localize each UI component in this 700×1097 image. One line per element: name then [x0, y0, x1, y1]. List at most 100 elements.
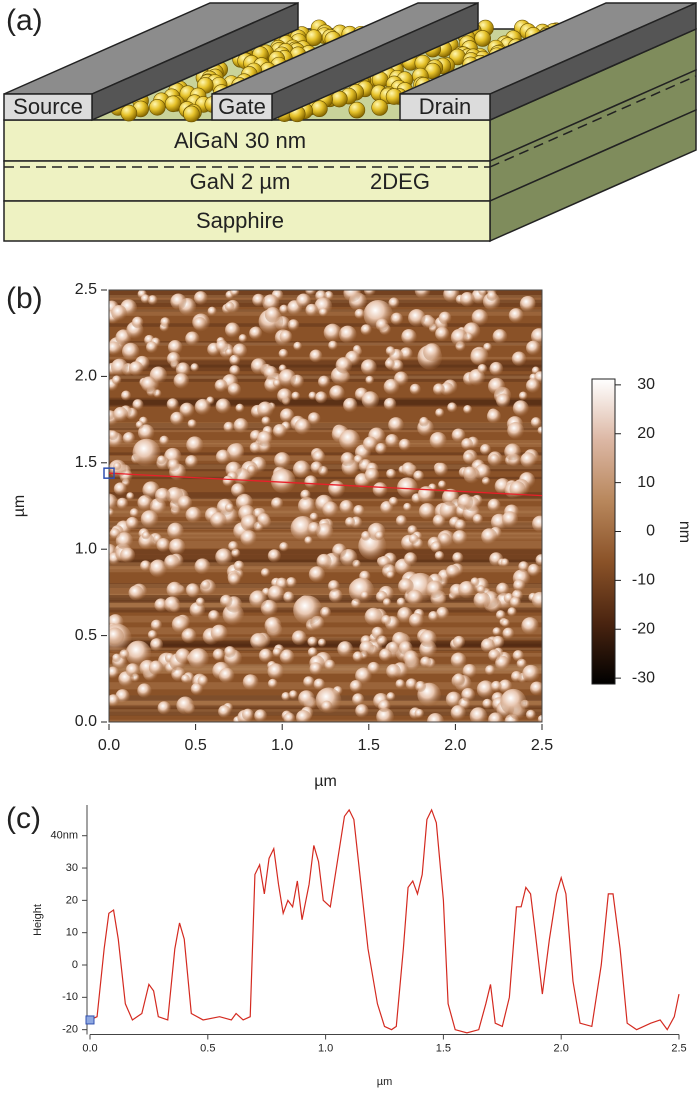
grain	[355, 667, 372, 685]
grain	[296, 293, 311, 309]
2deg-line	[489, 75, 697, 168]
grain	[122, 432, 135, 445]
grain	[314, 297, 333, 316]
grain	[436, 606, 450, 620]
grain	[522, 664, 540, 683]
grain	[500, 688, 527, 716]
grain	[427, 713, 444, 722]
grain	[250, 358, 267, 375]
grain	[409, 383, 421, 395]
nanoparticle	[311, 100, 328, 118]
grain	[224, 646, 236, 658]
grain	[429, 431, 447, 449]
grain	[194, 398, 211, 415]
grain	[132, 438, 161, 467]
grain	[317, 638, 327, 647]
grain	[112, 653, 121, 663]
terrace	[109, 603, 542, 610]
grain	[452, 552, 464, 564]
grain	[371, 626, 384, 639]
terrace	[109, 602, 542, 608]
grain	[150, 619, 163, 631]
grain	[135, 420, 144, 429]
grain	[154, 598, 168, 612]
terrace	[109, 549, 542, 555]
electrode	[3, 93, 93, 121]
nanoparticle	[120, 104, 138, 122]
grain	[353, 505, 365, 517]
grain	[525, 709, 536, 720]
grain	[109, 430, 119, 441]
electrode-label: Gate	[218, 94, 266, 119]
grain	[313, 678, 325, 690]
grain	[504, 443, 521, 461]
grain	[447, 402, 458, 413]
grain	[461, 687, 476, 702]
grain	[324, 659, 336, 671]
grain	[414, 708, 425, 719]
terrace	[109, 582, 542, 588]
x-tick-label: 2.5	[671, 1042, 686, 1054]
x-tick-label: 1.0	[318, 1042, 333, 1054]
grain	[185, 455, 198, 468]
grain	[317, 375, 331, 388]
grain	[226, 443, 245, 461]
grain	[387, 641, 400, 654]
grain	[395, 679, 405, 689]
grain	[132, 399, 144, 411]
terrace	[109, 356, 542, 360]
grain	[309, 349, 323, 363]
terrace	[109, 665, 542, 674]
grain	[110, 358, 129, 376]
grain	[512, 650, 524, 662]
colorbar-tick-label: -20	[632, 620, 655, 637]
grain	[168, 538, 186, 556]
grain	[307, 522, 321, 536]
panel-label: (c)	[6, 802, 41, 835]
grain	[454, 519, 467, 531]
colorbar-tick-label: 10	[637, 474, 655, 491]
grain	[401, 328, 417, 345]
terrace	[109, 595, 542, 603]
grain	[490, 680, 502, 692]
terrace	[109, 440, 542, 445]
grain	[215, 339, 229, 353]
grain	[510, 670, 523, 683]
grain	[175, 362, 191, 377]
grain	[293, 595, 323, 625]
grain	[218, 667, 235, 684]
grain	[328, 480, 345, 498]
y-tick-label: 1.0	[75, 540, 97, 557]
grain	[111, 304, 127, 321]
grain	[364, 607, 383, 626]
grain	[160, 317, 171, 328]
grain	[140, 294, 151, 304]
grain	[445, 691, 462, 708]
grain	[507, 422, 525, 439]
grain	[173, 373, 190, 389]
grain	[332, 543, 347, 558]
grain	[147, 630, 158, 640]
grain	[164, 554, 180, 571]
grain	[146, 341, 158, 354]
grain	[438, 311, 452, 325]
y-axis-label: µm	[11, 495, 28, 518]
grain	[125, 516, 139, 530]
terrace	[109, 648, 542, 651]
grain	[428, 610, 439, 622]
grain	[375, 442, 387, 455]
afm-texture	[109, 290, 542, 722]
grain	[179, 402, 195, 418]
grain	[396, 597, 406, 607]
grain	[386, 570, 395, 580]
grain	[120, 390, 132, 401]
grain	[364, 467, 380, 483]
grain	[228, 573, 241, 586]
grain	[176, 696, 195, 715]
grain	[300, 489, 311, 501]
grain	[312, 450, 326, 464]
grain	[115, 532, 134, 550]
grain	[157, 701, 171, 715]
grain	[166, 581, 183, 599]
line-marker	[103, 467, 115, 479]
